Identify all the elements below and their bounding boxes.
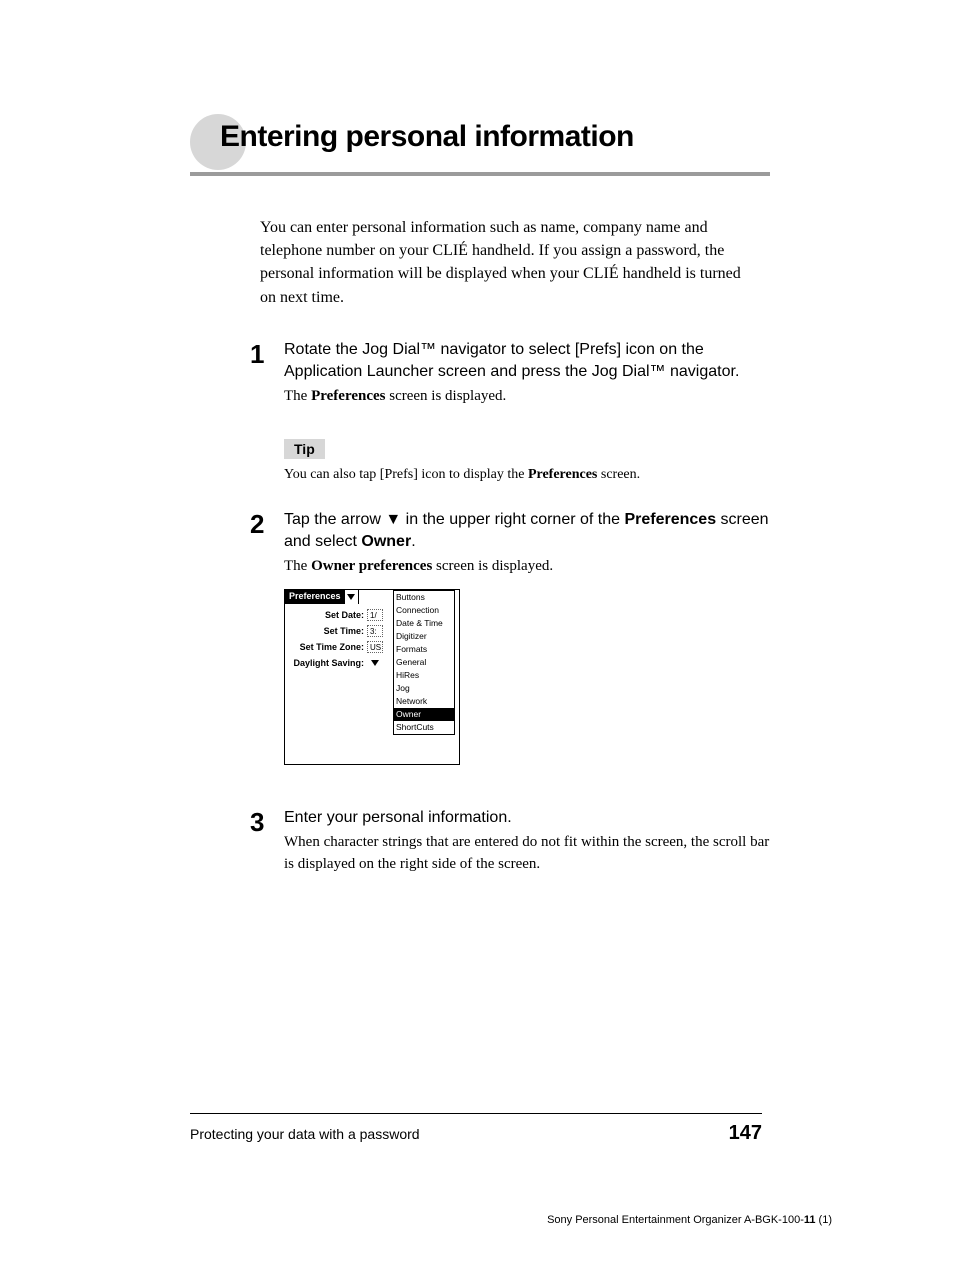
page-title: Entering personal information [190, 120, 770, 166]
step-sub-text: When character strings that are entered … [284, 832, 770, 876]
device-row-value[interactable]: 3: [367, 625, 383, 637]
text-bold: 11 [804, 1214, 816, 1226]
page-footer: Protecting your data with a password 147 [190, 1122, 762, 1145]
menu-item-date-time[interactable]: Date & Time [394, 617, 454, 630]
dropdown-arrow-icon[interactable] [371, 658, 379, 668]
step-main-text: Enter your personal information. [284, 807, 770, 829]
device-row-label: Daylight Saving: [287, 658, 367, 668]
device-body: Set Date: 1/ Set Time: 3: Set Time Zone:… [285, 604, 459, 671]
device-row-value[interactable]: 1/ [367, 609, 383, 621]
intro-paragraph: You can enter personal information such … [260, 216, 760, 309]
menu-item-digitizer[interactable]: Digitizer [394, 630, 454, 643]
step-3: 3 Enter your personal information. When … [250, 807, 770, 881]
device-row-value[interactable]: US [367, 641, 383, 653]
device-screenshot: Preferences Set Date: 1/ Set Time: 3: Se… [284, 589, 460, 765]
step-main-text: Tap the arrow ▼ in the upper right corne… [284, 509, 770, 554]
menu-item-network[interactable]: Network [394, 695, 454, 708]
text-bold: Preferences [624, 511, 716, 528]
step-2: 2 Tap the arrow ▼ in the upper right cor… [250, 509, 770, 784]
text: Tap the arrow [284, 511, 385, 528]
triangle-down-glyph: ▼ [385, 511, 401, 528]
text-bold: Owner preferences [311, 558, 432, 574]
step-number: 2 [250, 509, 284, 784]
text: screen. [597, 467, 640, 482]
text: (1) [816, 1214, 833, 1226]
menu-item-hires[interactable]: HiRes [394, 669, 454, 682]
step-sub-text: The Preferences screen is displayed. [284, 386, 770, 408]
device-row-label: Set Date: [287, 610, 367, 620]
title-rule [190, 172, 770, 176]
menu-item-general[interactable]: General [394, 656, 454, 669]
step-1: 1 Rotate the Jog Dial™ navigator to sele… [250, 339, 770, 485]
menu-item-formats[interactable]: Formats [394, 643, 454, 656]
text: screen is displayed. [432, 558, 553, 574]
dropdown-arrow-icon[interactable] [345, 590, 359, 604]
tip-label: Tip [284, 439, 325, 459]
device-row-label: Set Time: [287, 626, 367, 636]
text: . [411, 533, 415, 550]
text: The [284, 558, 311, 574]
menu-item-jog[interactable]: Jog [394, 682, 454, 695]
step-main-text: Rotate the Jog Dial™ navigator to select… [284, 339, 770, 384]
step-sub-text: The Owner preferences screen is displaye… [284, 556, 770, 578]
menu-item-shortcuts[interactable]: ShortCuts [394, 721, 454, 734]
text: You can also tap [Prefs] icon to display… [284, 467, 528, 482]
text: in the upper right corner of the [401, 511, 624, 528]
footer-rule [190, 1113, 762, 1114]
menu-item-connection[interactable]: Connection [394, 604, 454, 617]
text: screen is displayed. [385, 388, 506, 404]
menu-item-buttons[interactable]: Buttons [394, 591, 454, 604]
text-bold: Preferences [528, 467, 597, 482]
device-row-label: Set Time Zone: [287, 642, 367, 652]
footer-section-title: Protecting your data with a password [190, 1126, 420, 1142]
page-number: 147 [729, 1122, 762, 1145]
step-number: 3 [250, 807, 284, 881]
step-number: 1 [250, 339, 284, 485]
device-title: Preferences [285, 590, 345, 604]
tip-text: You can also tap [Prefs] icon to display… [284, 465, 770, 485]
text-bold: Preferences [311, 388, 385, 404]
preferences-dropdown-menu: Buttons Connection Date & Time Digitizer… [393, 590, 455, 735]
text-bold: Owner [361, 533, 411, 550]
document-id: Sony Personal Entertainment Organizer A-… [547, 1214, 832, 1226]
text: The [284, 388, 311, 404]
title-block: Entering personal information [190, 120, 770, 176]
menu-item-owner[interactable]: Owner [394, 708, 454, 721]
text: Sony Personal Entertainment Organizer A-… [547, 1214, 804, 1226]
